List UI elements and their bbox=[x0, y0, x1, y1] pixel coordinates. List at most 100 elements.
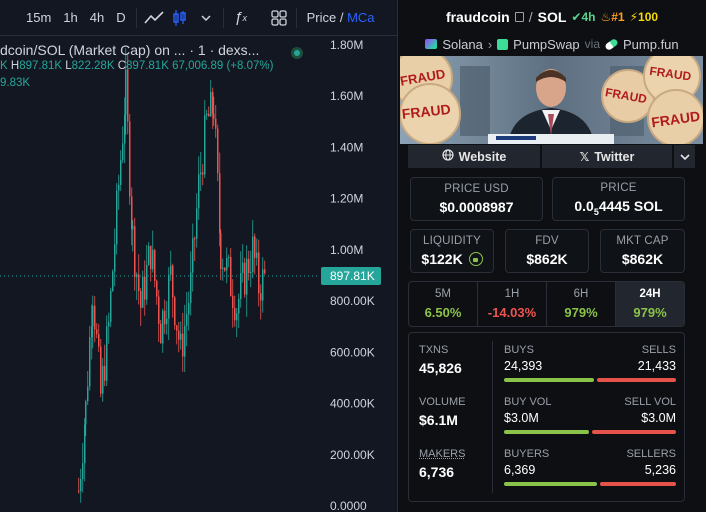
candle-body bbox=[180, 333, 182, 340]
candle-body bbox=[230, 257, 232, 296]
candle-body bbox=[156, 280, 158, 297]
candle-body bbox=[136, 274, 138, 278]
svg-text:FRAUD: FRAUD bbox=[401, 101, 451, 122]
tab-6h[interactable]: 6H 979% bbox=[547, 282, 616, 326]
tab-24h[interactable]: 24H 979% bbox=[616, 282, 684, 326]
launchpad-link[interactable]: Pump.fun bbox=[623, 36, 679, 52]
market-cap-value: $862K bbox=[621, 251, 664, 267]
token-name: fraudcoin bbox=[445, 8, 510, 25]
candle-body bbox=[234, 308, 236, 321]
candle-body bbox=[102, 366, 104, 394]
market-cap-toggle[interactable]: MCa bbox=[347, 10, 375, 25]
fdv-label: FDV bbox=[535, 235, 559, 247]
candle-body bbox=[84, 424, 86, 464]
candle-body bbox=[222, 267, 224, 270]
x-logo-icon: 𝕏 bbox=[579, 149, 590, 164]
route-breadcrumb: Solana › PumpSwap via Pump.fun bbox=[398, 33, 706, 55]
candle-body bbox=[118, 184, 120, 191]
candle-body bbox=[92, 305, 94, 327]
social-links: Website 𝕏 Twitter bbox=[408, 145, 695, 168]
y-axis-tick-label: 1.20M bbox=[330, 192, 363, 206]
candle-body bbox=[212, 91, 214, 114]
candle-body bbox=[112, 271, 114, 291]
candle-body bbox=[78, 490, 80, 492]
twitter-button[interactable]: 𝕏 Twitter bbox=[542, 145, 672, 168]
fdv-card: FDV $862K bbox=[505, 229, 589, 273]
solana-icon bbox=[425, 39, 438, 49]
candles-icon[interactable] bbox=[167, 5, 193, 31]
candle-body bbox=[240, 273, 242, 299]
candle-body bbox=[178, 330, 180, 340]
toolbar-divider bbox=[222, 7, 224, 28]
price-native-card: PRICE 0.054445 SOL bbox=[552, 177, 685, 221]
fdv-value: $862K bbox=[526, 251, 568, 267]
makers-stat: MAKERS 6,736 bbox=[419, 448, 466, 480]
price-toggle[interactable]: Price / MCa bbox=[306, 10, 375, 25]
candle-body bbox=[188, 302, 190, 315]
candle-body bbox=[213, 113, 215, 119]
candle-body bbox=[144, 276, 146, 300]
chain-link[interactable]: Solana bbox=[442, 36, 483, 52]
liquidity-card: LIQUIDITY $122K bbox=[410, 229, 494, 273]
token-header: fraudcoin / SOL ✔4h ♨#1 ⚡100 bbox=[398, 0, 706, 33]
timeframe-4h[interactable]: 4h bbox=[89, 10, 105, 25]
change-5m: 6.50% bbox=[424, 305, 462, 320]
lock-icon bbox=[468, 252, 483, 266]
globe-icon bbox=[442, 149, 454, 164]
candle-body bbox=[132, 226, 134, 230]
candle-body bbox=[154, 250, 156, 281]
tab-1h[interactable]: 1H -14.03% bbox=[478, 282, 547, 326]
candle-body bbox=[142, 276, 144, 308]
chevron-right-icon: › bbox=[487, 36, 493, 52]
buys-sells-stat: BUYS SELLS 24,393 21,433 bbox=[504, 344, 676, 382]
y-axis-tick-label: 800.00K bbox=[330, 294, 375, 308]
candle-body bbox=[100, 346, 102, 394]
toolbar-divider bbox=[295, 7, 297, 28]
boost-badge: ⚡100 bbox=[629, 9, 659, 24]
candle-body bbox=[242, 262, 244, 274]
website-button[interactable]: Website bbox=[408, 145, 540, 168]
candle-body bbox=[96, 329, 98, 335]
candle-body bbox=[160, 323, 162, 344]
timeframe-1h[interactable]: 1h bbox=[63, 10, 78, 25]
candle-body bbox=[166, 318, 168, 325]
candle-body bbox=[129, 121, 131, 197]
buys-sells-bar bbox=[504, 378, 676, 382]
price-chart[interactable]: 1.80M 1.60M 1.40M 1.20M 1.00M 800.00K 600.00K 4… bbox=[0, 0, 397, 512]
candle-body bbox=[264, 269, 266, 273]
layout-grid-icon[interactable] bbox=[266, 5, 292, 31]
y-axis-tick-label: 0.0000 bbox=[330, 499, 367, 512]
line-chart-icon[interactable] bbox=[141, 5, 167, 31]
current-price-label: 897.81K bbox=[330, 269, 375, 283]
candle-body bbox=[220, 233, 222, 270]
candle-body bbox=[210, 91, 212, 117]
candle-body bbox=[122, 143, 124, 161]
candle-body bbox=[140, 290, 142, 308]
more-links-button[interactable] bbox=[674, 145, 695, 168]
copy-icon[interactable] bbox=[514, 11, 524, 22]
tab-5m[interactable]: 5M 6.50% bbox=[409, 282, 478, 326]
live-indicator-icon bbox=[291, 47, 303, 59]
y-axis-tick-label: 1.60M bbox=[330, 89, 363, 103]
candle-body bbox=[228, 257, 230, 259]
candle-body bbox=[182, 333, 184, 357]
dex-link[interactable]: PumpSwap bbox=[513, 36, 580, 52]
timeframe-15m[interactable]: 15m bbox=[26, 10, 52, 25]
candle-body bbox=[172, 265, 174, 298]
candle-body bbox=[262, 269, 264, 301]
chart-pane[interactable]: 1.80M 1.60M 1.40M 1.20M 1.00M 800.00K 600.00K 4… bbox=[0, 0, 397, 512]
candle-body bbox=[168, 274, 170, 319]
market-cap-card: MKT CAP $862K bbox=[600, 229, 685, 273]
candle-body bbox=[258, 252, 260, 294]
candle-body bbox=[198, 174, 200, 209]
candle-body bbox=[204, 115, 206, 175]
y-axis-tick-label: 400.00K bbox=[330, 397, 375, 411]
volume-stat: VOLUME $6.1M bbox=[419, 396, 466, 428]
candle-body bbox=[80, 479, 82, 492]
timeframe-d[interactable]: D bbox=[116, 10, 126, 25]
chevron-down-icon[interactable] bbox=[193, 5, 219, 31]
flame-icon: ♨ bbox=[600, 9, 612, 24]
candle-body bbox=[158, 296, 160, 324]
candle-body bbox=[174, 297, 176, 326]
